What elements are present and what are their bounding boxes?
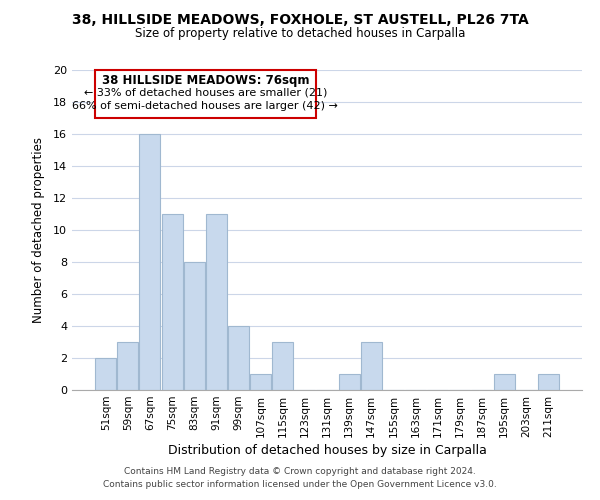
Bar xyxy=(184,262,205,390)
Bar xyxy=(95,358,116,390)
Bar xyxy=(494,374,515,390)
Bar xyxy=(538,374,559,390)
Bar xyxy=(272,342,293,390)
Text: 66% of semi-detached houses are larger (42) →: 66% of semi-detached houses are larger (… xyxy=(73,101,338,111)
Bar xyxy=(161,214,182,390)
FancyBboxPatch shape xyxy=(95,70,316,118)
Bar xyxy=(338,374,359,390)
Text: 38 HILLSIDE MEADOWS: 76sqm: 38 HILLSIDE MEADOWS: 76sqm xyxy=(101,74,309,87)
Bar xyxy=(206,214,227,390)
Y-axis label: Number of detached properties: Number of detached properties xyxy=(32,137,44,323)
Bar xyxy=(250,374,271,390)
Text: Contains HM Land Registry data © Crown copyright and database right 2024.: Contains HM Land Registry data © Crown c… xyxy=(124,467,476,476)
Bar xyxy=(228,326,249,390)
X-axis label: Distribution of detached houses by size in Carpalla: Distribution of detached houses by size … xyxy=(167,444,487,457)
Text: ← 33% of detached houses are smaller (21): ← 33% of detached houses are smaller (21… xyxy=(83,88,327,98)
Text: Size of property relative to detached houses in Carpalla: Size of property relative to detached ho… xyxy=(135,28,465,40)
Bar xyxy=(118,342,139,390)
Bar xyxy=(139,134,160,390)
Bar xyxy=(361,342,382,390)
Text: 38, HILLSIDE MEADOWS, FOXHOLE, ST AUSTELL, PL26 7TA: 38, HILLSIDE MEADOWS, FOXHOLE, ST AUSTEL… xyxy=(71,12,529,26)
Text: Contains public sector information licensed under the Open Government Licence v3: Contains public sector information licen… xyxy=(103,480,497,489)
